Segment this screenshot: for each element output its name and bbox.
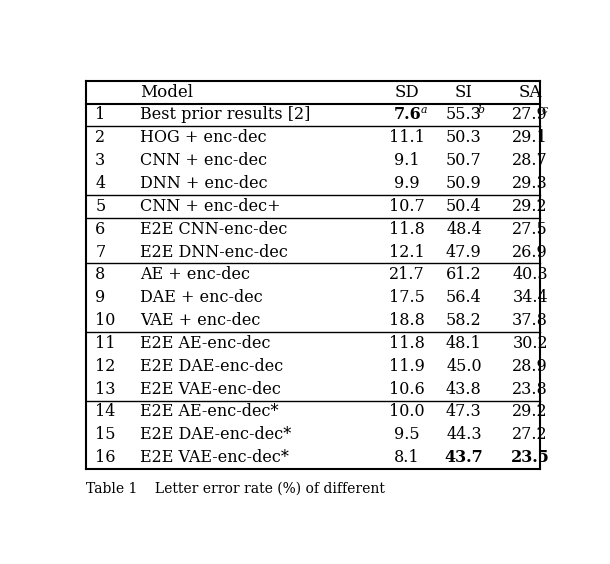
Text: 23.8: 23.8 bbox=[512, 381, 548, 398]
Text: E2E AE-enc-dec: E2E AE-enc-dec bbox=[140, 335, 271, 352]
Text: AE + enc-dec: AE + enc-dec bbox=[140, 266, 250, 283]
Text: 50.7: 50.7 bbox=[446, 152, 482, 169]
Text: 9.1: 9.1 bbox=[394, 152, 420, 169]
Text: 10.0: 10.0 bbox=[389, 403, 425, 420]
Text: 34.4: 34.4 bbox=[512, 289, 548, 306]
Text: E2E CNN-enc-dec: E2E CNN-enc-dec bbox=[140, 221, 287, 237]
Text: 27.2: 27.2 bbox=[512, 426, 548, 443]
Text: 11.9: 11.9 bbox=[389, 358, 425, 374]
Text: 56.4: 56.4 bbox=[446, 289, 482, 306]
Text: 48.1: 48.1 bbox=[446, 335, 482, 352]
Text: 44.3: 44.3 bbox=[446, 426, 482, 443]
Text: 27.5: 27.5 bbox=[512, 221, 548, 237]
Text: 61.2: 61.2 bbox=[446, 266, 482, 283]
Text: b: b bbox=[477, 105, 484, 115]
Text: E2E DNN-enc-dec: E2E DNN-enc-dec bbox=[140, 244, 288, 261]
Text: 13: 13 bbox=[95, 381, 116, 398]
Text: 10.7: 10.7 bbox=[389, 198, 425, 215]
Text: 12.1: 12.1 bbox=[389, 244, 425, 261]
Text: 11: 11 bbox=[95, 335, 116, 352]
Text: DNN + enc-dec: DNN + enc-dec bbox=[140, 175, 268, 192]
Text: 29.3: 29.3 bbox=[512, 175, 548, 192]
Text: 10: 10 bbox=[95, 312, 115, 329]
Text: 7.6: 7.6 bbox=[393, 107, 421, 124]
Text: 48.4: 48.4 bbox=[446, 221, 482, 237]
Text: 58.2: 58.2 bbox=[446, 312, 482, 329]
Text: 2: 2 bbox=[95, 129, 106, 146]
Text: E2E VAE-enc-dec: E2E VAE-enc-dec bbox=[140, 381, 281, 398]
Text: 11.1: 11.1 bbox=[389, 129, 425, 146]
Text: c: c bbox=[542, 105, 548, 115]
Text: 40.3: 40.3 bbox=[512, 266, 548, 283]
Text: 3: 3 bbox=[95, 152, 106, 169]
Text: E2E DAE-enc-dec: E2E DAE-enc-dec bbox=[140, 358, 283, 374]
Text: a: a bbox=[420, 105, 427, 115]
Text: 29.2: 29.2 bbox=[512, 403, 548, 420]
Text: E2E DAE-enc-dec*: E2E DAE-enc-dec* bbox=[140, 426, 292, 443]
Text: CNN + enc-dec+: CNN + enc-dec+ bbox=[140, 198, 281, 215]
Text: 28.7: 28.7 bbox=[512, 152, 548, 169]
Text: 15: 15 bbox=[95, 426, 116, 443]
Text: 47.3: 47.3 bbox=[446, 403, 482, 420]
Text: 21.7: 21.7 bbox=[389, 266, 425, 283]
Text: 11.8: 11.8 bbox=[389, 335, 425, 352]
Text: 12: 12 bbox=[95, 358, 115, 374]
Text: SA: SA bbox=[518, 83, 542, 100]
Text: 23.5: 23.5 bbox=[511, 449, 550, 466]
Text: 27.9: 27.9 bbox=[512, 107, 548, 124]
Text: 29.1: 29.1 bbox=[512, 129, 548, 146]
Text: 28.9: 28.9 bbox=[512, 358, 548, 374]
Text: 50.9: 50.9 bbox=[446, 175, 482, 192]
Text: 4: 4 bbox=[95, 175, 106, 192]
Text: 43.8: 43.8 bbox=[446, 381, 482, 398]
Text: 26.9: 26.9 bbox=[512, 244, 548, 261]
Text: VAE + enc-dec: VAE + enc-dec bbox=[140, 312, 260, 329]
Text: 45.0: 45.0 bbox=[446, 358, 482, 374]
Text: 10.6: 10.6 bbox=[389, 381, 425, 398]
Text: SI: SI bbox=[455, 83, 473, 100]
Text: 30.2: 30.2 bbox=[512, 335, 548, 352]
Text: 50.4: 50.4 bbox=[446, 198, 482, 215]
Text: SD: SD bbox=[395, 83, 420, 100]
Text: 37.8: 37.8 bbox=[512, 312, 548, 329]
Text: CNN + enc-dec: CNN + enc-dec bbox=[140, 152, 267, 169]
Text: 5: 5 bbox=[95, 198, 106, 215]
Text: E2E AE-enc-dec*: E2E AE-enc-dec* bbox=[140, 403, 279, 420]
Text: 14: 14 bbox=[95, 403, 115, 420]
Text: DAE + enc-dec: DAE + enc-dec bbox=[140, 289, 263, 306]
Text: 43.7: 43.7 bbox=[445, 449, 483, 466]
Text: Model: Model bbox=[140, 83, 193, 100]
Text: 16: 16 bbox=[95, 449, 116, 466]
Text: HOG + enc-dec: HOG + enc-dec bbox=[140, 129, 267, 146]
Text: 9: 9 bbox=[95, 289, 106, 306]
Text: 47.9: 47.9 bbox=[446, 244, 482, 261]
Text: 17.5: 17.5 bbox=[389, 289, 425, 306]
Text: E2E VAE-enc-dec*: E2E VAE-enc-dec* bbox=[140, 449, 289, 466]
Text: Table 1    Letter error rate (%) of different: Table 1 Letter error rate (%) of differe… bbox=[85, 482, 384, 496]
Text: 8: 8 bbox=[95, 266, 106, 283]
Text: Best prior results [2]: Best prior results [2] bbox=[140, 107, 310, 124]
Text: 8.1: 8.1 bbox=[394, 449, 420, 466]
Text: 18.8: 18.8 bbox=[389, 312, 425, 329]
Text: 1: 1 bbox=[95, 107, 106, 124]
Text: 9.5: 9.5 bbox=[394, 426, 420, 443]
Text: 6: 6 bbox=[95, 221, 106, 237]
Text: 11.8: 11.8 bbox=[389, 221, 425, 237]
Text: 50.3: 50.3 bbox=[446, 129, 482, 146]
Text: 7: 7 bbox=[95, 244, 106, 261]
Text: 9.9: 9.9 bbox=[394, 175, 420, 192]
Text: 55.3: 55.3 bbox=[446, 107, 482, 124]
Text: 29.2: 29.2 bbox=[512, 198, 548, 215]
